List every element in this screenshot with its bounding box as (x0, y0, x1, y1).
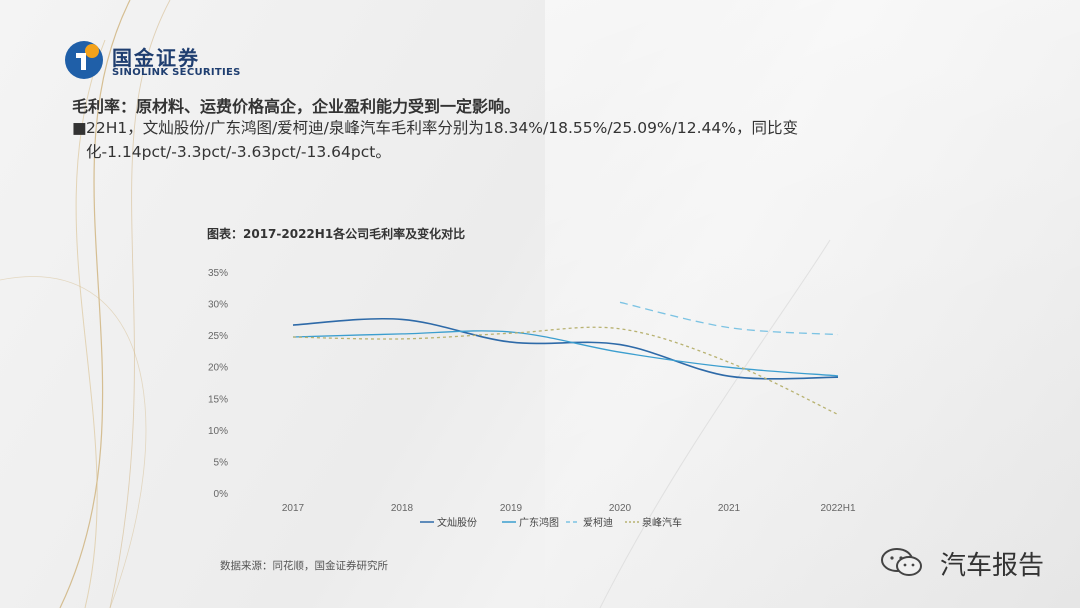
company-logo: 国金证券 SINOLINK SECURITIES (64, 40, 254, 82)
x-tick-label: 2020 (609, 503, 632, 514)
series-line (619, 301, 839, 336)
y-axis: 0% 5% 10% 15% 20% 25% 30% 35% (208, 268, 228, 500)
sinolink-logo-icon (65, 41, 103, 79)
series-line (292, 330, 839, 377)
bullet-square-icon: ■ (72, 119, 87, 137)
y-tick-label: 35% (208, 268, 228, 279)
watermark-text: 汽车报告 (940, 551, 1045, 581)
y-tick-label: 25% (208, 331, 228, 342)
y-tick-label: 15% (208, 394, 228, 405)
chart-series (292, 301, 839, 416)
slide-headline: 毛利率：原材料、运费价格高企，企业盈利能力受到一定影响。 (72, 97, 521, 116)
logo-name-cn: 国金证券 (112, 46, 200, 70)
bullet-point: ■ 22H1，文灿股份/广东鸿图/爱柯迪/泉峰汽车毛利率分别为18.34%/18… (72, 116, 1062, 164)
bullet-text: 22H1，文灿股份/广东鸿图/爱柯迪/泉峰汽车毛利率分别为18.34%/18.5… (86, 119, 798, 161)
x-tick-label: 2022H1 (820, 503, 855, 514)
x-tick-label: 2019 (500, 503, 523, 514)
y-tick-label: 5% (214, 457, 229, 468)
y-tick-label: 20% (208, 363, 228, 374)
y-tick-label: 10% (208, 426, 228, 437)
wechat-icon (881, 548, 922, 576)
margin-line-chart: 0%5%10%15%20%25%30%35% 2017 2018 2019 2020 2… (208, 268, 856, 529)
chart-title: 图表：2017-2022H1各公司毛利率及变化对比 (207, 227, 466, 241)
legend-label: 文灿股份 (437, 516, 477, 529)
data-source-note: 数据来源：同花顺，国金证券研究所 (220, 560, 388, 572)
x-tick-label: 2017 (282, 503, 305, 514)
series-line (292, 317, 839, 380)
logo-name-en: SINOLINK SECURITIES (112, 67, 241, 78)
legend-label: 泉峰汽车 (642, 516, 682, 529)
y-tick-label: 30% (208, 300, 228, 311)
legend-label: 广东鸿图 (519, 516, 559, 529)
watermark: 汽车报告 (880, 545, 1060, 581)
x-tick-label: 2018 (391, 503, 414, 514)
background-panel (545, 0, 1080, 608)
y-tick-label: 0% (214, 489, 229, 500)
x-tick-label: 2021 (718, 503, 741, 514)
legend-label: 爱柯迪 (583, 516, 613, 529)
series-line (292, 326, 839, 416)
chart-legend: 文灿股份 广东鸿图 爱柯迪 泉峰汽车 (420, 516, 682, 529)
x-axis: 2017 2018 2019 2020 2021 2022H1 (282, 503, 856, 514)
